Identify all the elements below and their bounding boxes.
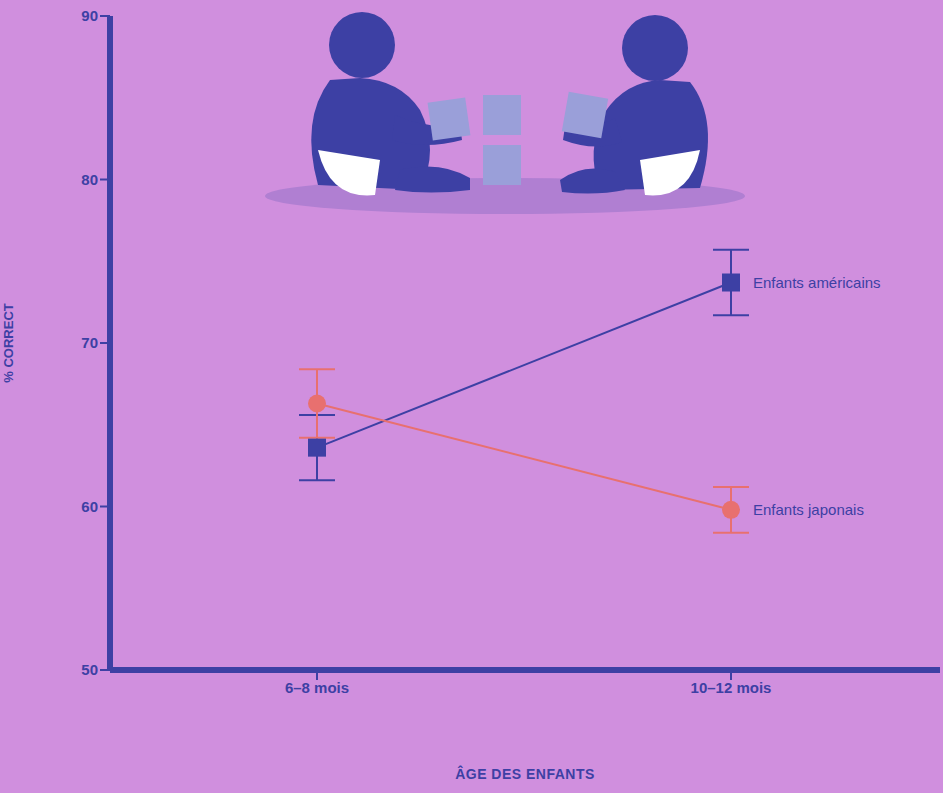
svg-text:50: 50	[81, 661, 98, 678]
svg-text:6–8 mois: 6–8 mois	[285, 679, 349, 696]
svg-text:10–12 mois: 10–12 mois	[691, 679, 772, 696]
svg-text:60: 60	[81, 498, 98, 515]
svg-text:ÂGE DES ENFANTS: ÂGE DES ENFANTS	[455, 765, 595, 782]
svg-text:70: 70	[81, 334, 98, 351]
svg-text:80: 80	[81, 171, 98, 188]
svg-text:90: 90	[81, 7, 98, 24]
svg-text:% CORRECT: % CORRECT	[1, 303, 16, 383]
svg-text:Enfants américains: Enfants américains	[753, 274, 881, 291]
svg-text:Enfants japonais: Enfants japonais	[753, 501, 864, 518]
